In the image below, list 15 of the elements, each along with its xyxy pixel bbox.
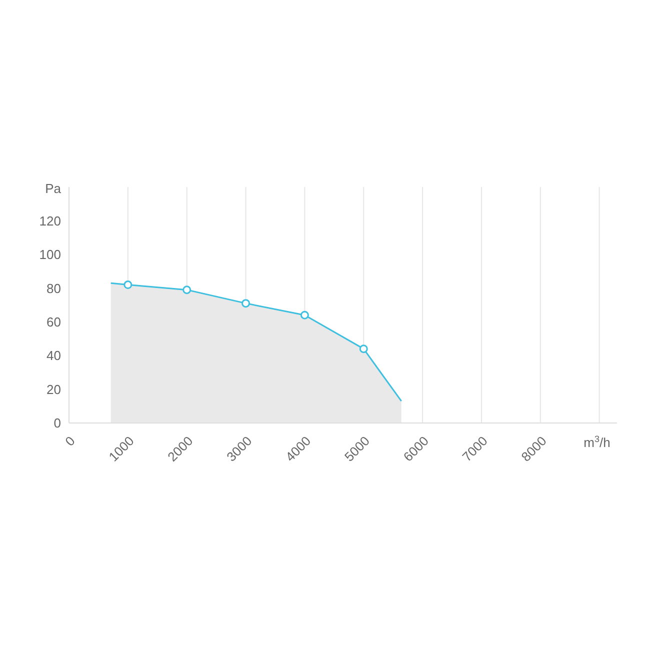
y-tick-label: 60 — [46, 314, 61, 330]
point — [242, 299, 250, 308]
point — [300, 310, 309, 320]
y-tick-label: 0 — [54, 416, 61, 431]
point — [124, 280, 132, 290]
point — [359, 344, 368, 354]
x-axis-title: m$^{3}$/h — [584, 434, 610, 450]
point — [182, 286, 192, 294]
y-tick-label: 120 — [39, 213, 61, 228]
y-tick-label: 100 — [39, 247, 61, 262]
y-tick-label: 40 — [46, 348, 61, 364]
x-tick-label: 0 — [62, 433, 78, 450]
y-axis-title: Pa — [45, 181, 62, 196]
y-tick-label: 20 — [46, 382, 61, 397]
y-tick-label: 80 — [46, 280, 61, 296]
